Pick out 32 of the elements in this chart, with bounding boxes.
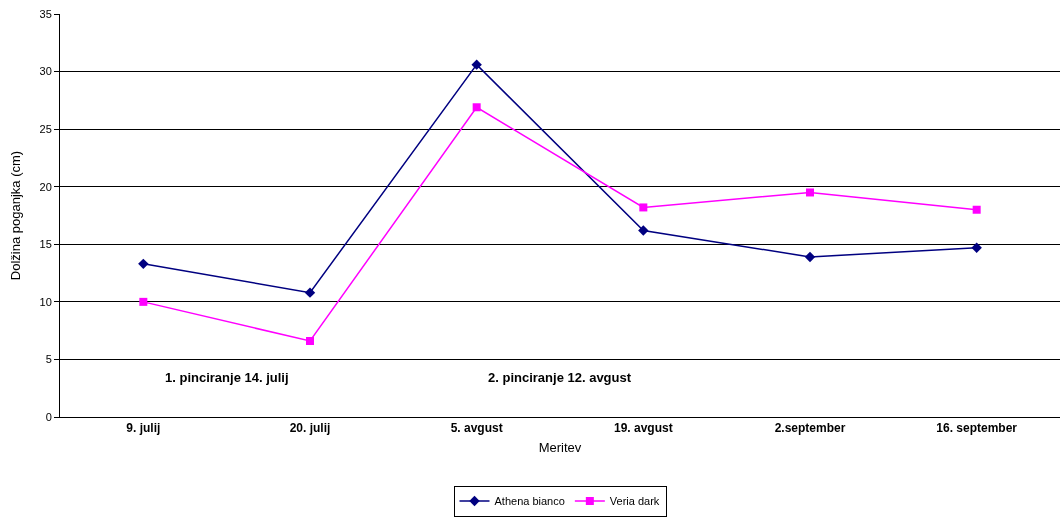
point: [806, 188, 814, 197]
point: [138, 258, 149, 270]
x-tick-label: 9. julij: [126, 421, 161, 436]
point: [639, 203, 648, 212]
annotation: 2. pinciranje 12. avgust: [488, 370, 632, 385]
x-tick-label: 16. september: [936, 421, 1018, 436]
point: [972, 205, 981, 214]
point: [971, 242, 982, 253]
x-tick-label: 19. avgust: [613, 421, 673, 436]
y-tick-label: 35: [39, 7, 52, 20]
x-tick-label: 20. julij: [289, 421, 331, 436]
x-axis-title: Meritev: [538, 440, 582, 455]
annotation: 1. pinciranje 14. julij: [165, 370, 289, 385]
point: [471, 59, 482, 70]
y-tick-label: 5: [45, 353, 52, 366]
x-tick-label: 2.september: [774, 421, 846, 436]
point: [472, 103, 481, 112]
y-tick-label: 20: [39, 180, 52, 193]
y-tick-label: 0: [45, 410, 52, 423]
y-tick-label: 10: [39, 295, 52, 308]
point: [638, 225, 649, 236]
y-tick-label: 30: [39, 65, 52, 78]
point: [304, 287, 316, 298]
point: [306, 337, 314, 346]
y-tick-label: 15: [39, 238, 52, 251]
legend-label: Veria dark: [609, 495, 660, 508]
y-tick-label: 25: [39, 122, 52, 135]
point: [139, 297, 148, 306]
y-axis-title: Dolžina poganjka (cm): [8, 150, 24, 281]
point: [804, 251, 816, 263]
x-tick-label: 5. avgust: [450, 421, 503, 436]
legend-label: Athena bianco: [494, 495, 565, 508]
